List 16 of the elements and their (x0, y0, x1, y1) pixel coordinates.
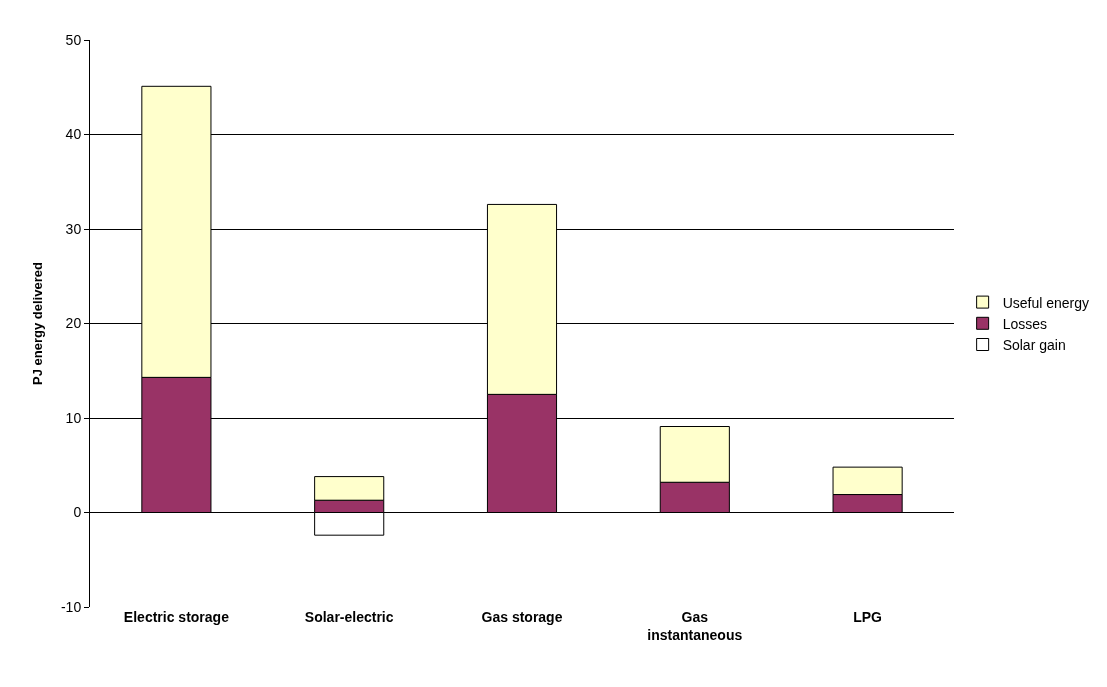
legend-label: Losses (1002, 315, 1047, 332)
x-tick-label: Gas instantaneous (647, 609, 743, 644)
legend-label: Useful energy (1002, 294, 1090, 311)
y-tick-label: 20 (65, 315, 82, 332)
x-tick-label: Electric storage (123, 609, 230, 625)
legend-label: Solar gain (1002, 336, 1066, 353)
y-tick-label: 10 (65, 409, 82, 426)
y-tick-label: 40 (65, 126, 82, 143)
x-tick-label: Gas storage (481, 609, 563, 625)
y-tick-label: 30 (65, 220, 82, 237)
y-tick-label: 50 (65, 31, 82, 48)
x-tick-label: Solar-electric (304, 609, 394, 625)
y-axis-title: PJ energy delivered (29, 262, 45, 385)
y-tick-label: -10 (60, 598, 82, 615)
x-tick-label: LPG (853, 609, 883, 625)
y-tick-label: 0 (73, 504, 82, 521)
